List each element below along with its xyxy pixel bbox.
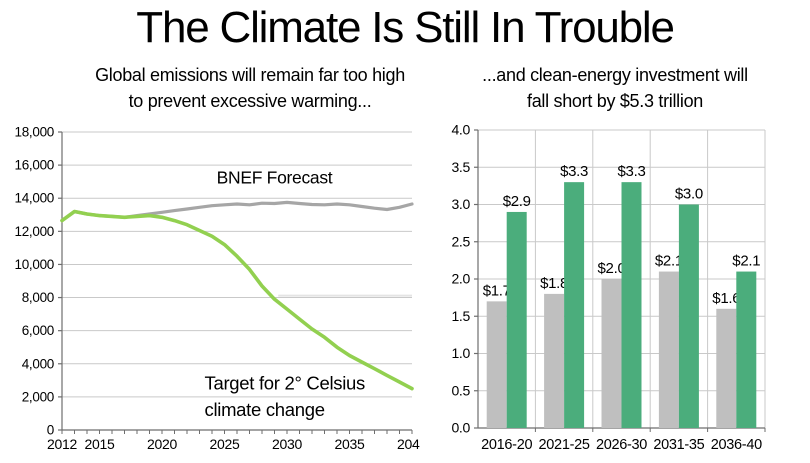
y-axis-label: 4.0 [451, 122, 470, 138]
left-chart-subtitle-line2: to prevent excessive warming... [128, 91, 372, 111]
bar-gray [544, 293, 565, 428]
x-axis-label: 2021-25 [539, 437, 590, 453]
y-axis-label: 2.5 [451, 233, 470, 249]
x-axis-label: 2030 [272, 436, 302, 452]
x-axis-label: 2020 [147, 436, 177, 452]
emissions-line-chart-svg: 0 2,000 4,000 6,000 8,000 10,000 12,000 14,000 1… [15, 125, 428, 453]
y-axis-label: 8,000 [22, 290, 54, 305]
x-axis-label: 2016-20 [481, 437, 532, 453]
y-axis-label: 1.0 [451, 345, 470, 361]
bar-gray [601, 279, 622, 428]
x-axis-label: 2036-40 [711, 437, 762, 453]
y-axis-label: 16,000 [15, 158, 55, 173]
left-chart-subtitle-line1: Global emissions will remain far too hig… [95, 65, 405, 85]
y-axis-label: 10,000 [15, 257, 55, 272]
y-axis-label: 14,000 [15, 191, 55, 206]
y-axis-label: 1.5 [451, 308, 470, 324]
x-axis-label: 2035 [335, 436, 365, 452]
bar-gray [716, 308, 737, 428]
bar-value-label: $2.9 [503, 193, 531, 210]
right-chart-subtitle-line1: ...and clean-energy investment will [482, 65, 748, 85]
x-axis-label: 2012 [47, 436, 77, 452]
bar-green [621, 182, 642, 428]
y-axis-label: 2.0 [451, 271, 470, 287]
x-axis-label: 2015 [85, 436, 115, 452]
bar-gray [658, 271, 679, 428]
x-axis-label: 2026-30 [596, 437, 647, 453]
bar-gray [486, 301, 507, 428]
y-axis-label: 4,000 [22, 356, 54, 371]
investment-bar-chart-svg: 0.0 0.5 1.0 1.5 2.0 2.5 3.0 3.5 4.0 $1.7 $2.9 2016-… [451, 122, 766, 453]
bar-value-label: $3.0 [675, 186, 703, 203]
bar-value-label: $3.3 [618, 163, 646, 180]
bar-value-label: $3.3 [560, 163, 588, 180]
right-chart-subtitle: ...and clean-energy investment will fall… [440, 62, 790, 114]
bar-value-label: $1.8 [540, 275, 568, 292]
y-axis-label: 18,000 [15, 125, 55, 140]
bar-green [678, 204, 699, 428]
bar-value-label: $2.1 [655, 253, 683, 270]
y-axis-label: 2,000 [22, 389, 54, 404]
y-axis-label: 3.0 [451, 196, 470, 212]
investment-bar-chart: 0.0 0.5 1.0 1.5 2.0 2.5 3.0 3.5 4.0 $1.7 $2.9 2016-… [440, 120, 810, 463]
chart-annotation: BNEF Forecast [217, 167, 333, 187]
bar-green [736, 271, 757, 428]
bar-value-label: $1.6 [712, 290, 740, 307]
y-axis-label: 3.5 [451, 159, 470, 175]
bar-value-label: $2.1 [732, 253, 760, 270]
left-chart-subtitle: Global emissions will remain far too hig… [30, 62, 470, 114]
chart-annotation: Target for 2° Celsius [205, 372, 366, 393]
bar-value-label: $2.0 [598, 260, 626, 277]
x-axis-label: 2025 [210, 436, 240, 452]
bar-green [564, 182, 585, 428]
y-axis-label: 12,000 [15, 224, 55, 239]
emissions-line-chart: 0 2,000 4,000 6,000 8,000 10,000 12,000 14,000 1… [0, 120, 428, 463]
chart-annotation: climate change [205, 399, 325, 420]
y-axis-label: 0 [47, 423, 54, 438]
bar-value-label: $1.7 [483, 282, 511, 299]
page-title: The Climate Is Still In Trouble [136, 3, 675, 52]
y-axis-label: 6,000 [22, 323, 54, 338]
right-chart-subtitle-line2: fall short by $5.3 trillion [527, 91, 703, 111]
bar-green [506, 211, 527, 428]
y-axis-label: 0.0 [451, 420, 470, 436]
y-axis-label: 0.5 [451, 382, 470, 398]
x-axis-label: 2040 [397, 436, 420, 452]
x-axis-label: 2031-35 [653, 437, 704, 453]
two-degree-target-line [60, 209, 414, 391]
